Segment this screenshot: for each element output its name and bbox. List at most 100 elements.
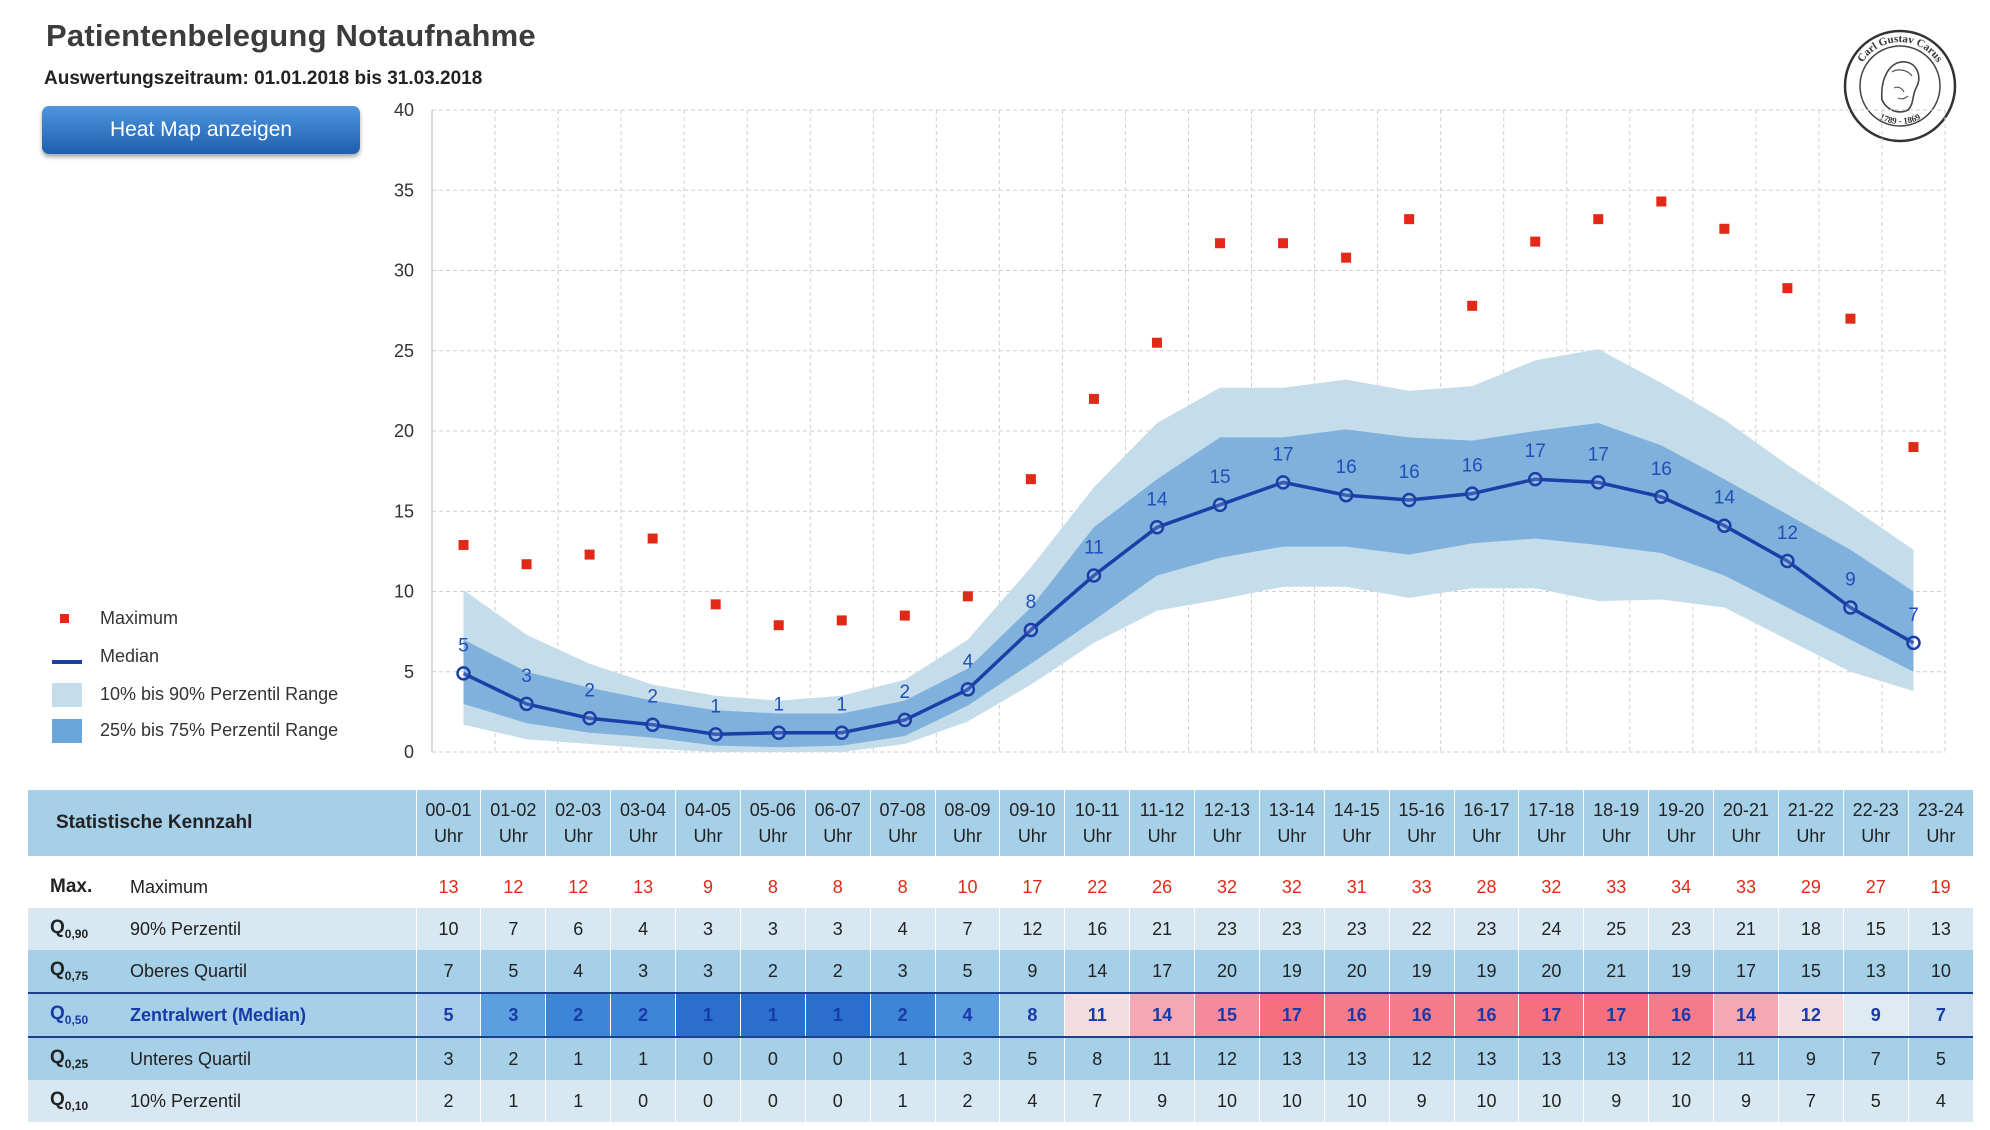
maximum-point-14-15 [1341, 253, 1351, 263]
hour-header-06-07: 06-07 Uhr [805, 790, 870, 856]
hour-unit-label: Uhr [1455, 823, 1519, 849]
y-tick-label-30: 30 [394, 261, 414, 281]
hour-unit-label: Uhr [1779, 823, 1843, 849]
hour-header-02-03: 02-03 Uhr [546, 790, 611, 856]
table-cell-q10-17-18: 10 [1519, 1080, 1584, 1122]
median-label-00-01: 5 [458, 635, 469, 656]
table-cell-q75-05-06: 2 [740, 950, 805, 993]
table-cell-q90-03-04: 4 [611, 908, 676, 950]
maximum-point-19-20 [1656, 196, 1666, 206]
median-point-09-10 [1025, 624, 1037, 636]
table-cell-q75-21-22: 15 [1778, 950, 1843, 993]
hour-header-18-19: 18-19 Uhr [1584, 790, 1649, 856]
row-symbol: Q0,25 [28, 1037, 126, 1080]
hour-unit-label: Uhr [1065, 823, 1129, 849]
median-point-18-19 [1592, 476, 1604, 488]
median-label-20-21: 14 [1714, 488, 1736, 509]
maximum-point-04-05 [711, 599, 721, 609]
table-cell-q10-05-06: 0 [740, 1080, 805, 1122]
hour-range-label: 03-04 [611, 797, 675, 823]
hour-range-label: 01-02 [481, 797, 545, 823]
table-cell-max-10-11: 22 [1065, 866, 1130, 908]
median-point-10-11 [1088, 569, 1100, 581]
row-label: Maximum [126, 866, 416, 908]
row-label: Zentralwert (Median) [126, 993, 416, 1037]
maximum-point-15-16 [1404, 214, 1414, 224]
y-tick-label-0: 0 [404, 742, 414, 762]
table-cell-q75-20-21: 17 [1714, 950, 1779, 993]
table-cell-q50-21-22: 12 [1778, 993, 1843, 1037]
occupancy-chart: 532 2 1 1 12481114151716 16 1617 1716141297 051… [0, 0, 1990, 790]
y-tick-label-10: 10 [394, 582, 414, 602]
table-cell-max-05-06: 8 [740, 866, 805, 908]
maximum-point-03-04 [648, 534, 658, 544]
statistics-header-label: Statistische Kennzahl [28, 790, 416, 856]
hour-header-07-08: 07-08 Uhr [870, 790, 935, 856]
spacer-cell [28, 856, 1973, 866]
row-symbol: Q0,90 [28, 908, 126, 950]
median-point-11-12 [1151, 521, 1163, 533]
median-point-14-15 [1340, 489, 1352, 501]
hour-header-12-13: 12-13 Uhr [1195, 790, 1260, 856]
hour-range-label: 05-06 [741, 797, 805, 823]
table-cell-q10-00-01: 2 [416, 1080, 481, 1122]
table-cell-q10-04-05: 0 [676, 1080, 741, 1122]
median-point-08-09 [962, 683, 974, 695]
hour-range-label: 17-18 [1519, 797, 1583, 823]
table-cell-q10-14-15: 10 [1324, 1080, 1389, 1122]
table-cell-q10-11-12: 9 [1130, 1080, 1195, 1122]
table-cell-q50-16-17: 16 [1454, 993, 1519, 1037]
hour-range-label: 07-08 [871, 797, 935, 823]
table-cell-q90-23-24: 13 [1908, 908, 1973, 950]
table-cell-q50-23-24: 7 [1908, 993, 1973, 1037]
table-cell-q75-00-01: 7 [416, 950, 481, 993]
table-cell-max-03-04: 13 [611, 866, 676, 908]
table-cell-q50-10-11: 11 [1065, 993, 1130, 1037]
table-row-max: Max. Maximum 13 12 12 13 9 8 8 8 10 17 22 26 32 32 31 33 2… [28, 866, 1973, 908]
table-cell-q90-14-15: 23 [1324, 908, 1389, 950]
table-cell-q10-15-16: 9 [1389, 1080, 1454, 1122]
table-cell-q25-11-12: 11 [1130, 1037, 1195, 1080]
hour-range-label: 09-10 [1000, 797, 1064, 823]
hour-header-22-23: 22-23 Uhr [1843, 790, 1908, 856]
table-cell-q90-13-14: 23 [1259, 908, 1324, 950]
hour-header-20-21: 20-21 Uhr [1714, 790, 1779, 856]
table-cell-q90-19-20: 23 [1649, 908, 1714, 950]
table-cell-q90-15-16: 22 [1389, 908, 1454, 950]
hour-header-19-20: 19-20 Uhr [1649, 790, 1714, 856]
hour-unit-label: Uhr [676, 823, 740, 849]
hour-header-21-22: 21-22 Uhr [1778, 790, 1843, 856]
hour-header-17-18: 17-18 Uhr [1519, 790, 1584, 856]
table-cell-q10-01-02: 1 [481, 1080, 546, 1122]
table-cell-q90-16-17: 23 [1454, 908, 1519, 950]
hour-range-label: 10-11 [1065, 797, 1129, 823]
hour-unit-label: Uhr [1130, 823, 1194, 849]
median-point-04-05 [710, 728, 722, 740]
table-cell-q25-14-15: 13 [1324, 1037, 1389, 1080]
table-cell-q50-18-19: 17 [1584, 993, 1649, 1037]
table-cell-q75-10-11: 14 [1065, 950, 1130, 993]
maximum-point-11-12 [1152, 338, 1162, 348]
median-point-19-20 [1655, 491, 1667, 503]
table-cell-q10-12-13: 10 [1195, 1080, 1260, 1122]
table-cell-q75-18-19: 21 [1584, 950, 1649, 993]
table-cell-q25-07-08: 1 [870, 1037, 935, 1080]
maximum-point-09-10 [1026, 474, 1036, 484]
table-cell-q90-01-02: 7 [481, 908, 546, 950]
hour-header-11-12: 11-12 Uhr [1130, 790, 1195, 856]
table-cell-q25-00-01: 3 [416, 1037, 481, 1080]
hour-range-label: 08-09 [936, 797, 1000, 823]
table-cell-q90-02-03: 6 [546, 908, 611, 950]
table-cell-q50-06-07: 1 [805, 993, 870, 1037]
table-cell-q75-01-02: 5 [481, 950, 546, 993]
table-cell-q10-22-23: 5 [1843, 1080, 1908, 1122]
table-cell-q25-18-19: 13 [1584, 1037, 1649, 1080]
table-cell-q50-08-09: 4 [935, 993, 1000, 1037]
y-tick-label-40: 40 [394, 100, 414, 120]
table-cell-q10-23-24: 4 [1908, 1080, 1973, 1122]
median-label-06-07: 1 [836, 695, 847, 716]
table-row-q50: Q0,50 Zentralwert (Median) 5 3 2 2 1 1 1 2 4 8 11 14 1… [28, 993, 1973, 1037]
table-cell-max-16-17: 28 [1454, 866, 1519, 908]
median-label-12-13: 15 [1209, 467, 1230, 488]
hour-unit-label: Uhr [1584, 823, 1648, 849]
